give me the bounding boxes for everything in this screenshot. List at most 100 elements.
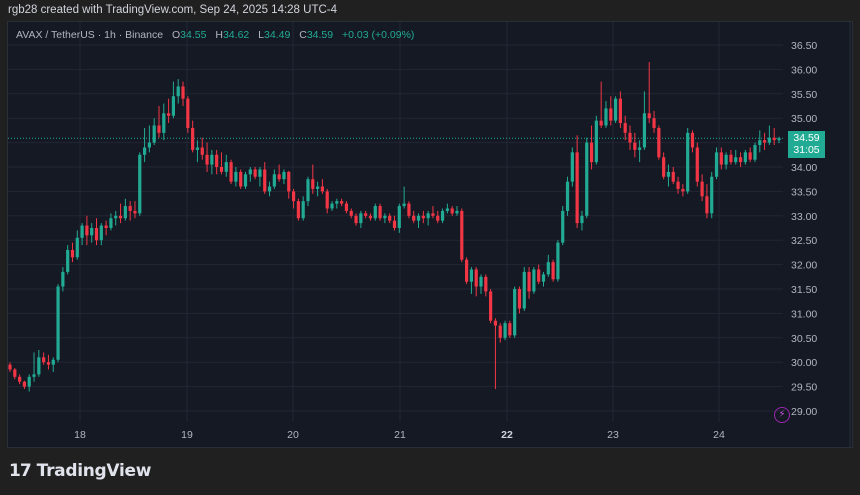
candle-body bbox=[527, 271, 531, 292]
close-label: C bbox=[299, 29, 307, 41]
candle-body bbox=[291, 191, 296, 202]
price-axis-label: 29.50 bbox=[791, 382, 817, 394]
candle-body bbox=[349, 210, 353, 216]
candle-body bbox=[340, 201, 344, 204]
candle-body bbox=[37, 357, 41, 375]
open-value: 34.55 bbox=[180, 29, 207, 41]
candle-body bbox=[104, 225, 108, 228]
high-label: H bbox=[215, 29, 223, 41]
price-axis-label: 35.50 bbox=[791, 89, 817, 101]
chart-panel[interactable]: AVAX / TetherUS · 1h · Binance O34.55 H3… bbox=[7, 21, 853, 448]
candle-body bbox=[243, 174, 248, 187]
candle-body bbox=[123, 206, 127, 219]
candle-body bbox=[671, 171, 675, 182]
candle-body bbox=[109, 218, 113, 228]
candle-body bbox=[306, 179, 310, 202]
candle-body bbox=[695, 147, 699, 182]
open-label: O bbox=[172, 29, 181, 41]
price-axis-label: 32.00 bbox=[791, 260, 817, 272]
candle-body bbox=[633, 142, 637, 150]
candle-body bbox=[551, 262, 555, 280]
candle-body bbox=[532, 269, 536, 292]
candle-body bbox=[90, 228, 94, 236]
candle-body bbox=[330, 203, 334, 209]
candle-body bbox=[498, 325, 502, 338]
last-price-tag: 34.59 31:05 bbox=[788, 131, 825, 158]
candle-body bbox=[657, 127, 661, 158]
candle-body bbox=[66, 249, 70, 272]
candle-body bbox=[556, 242, 560, 280]
candle-body bbox=[253, 169, 257, 177]
candle-body bbox=[186, 98, 190, 128]
tv-logo-mark-icon: 17 bbox=[9, 461, 32, 481]
candle-body bbox=[445, 208, 449, 211]
candle-body bbox=[359, 213, 363, 224]
candle-body bbox=[51, 359, 55, 365]
candle-body bbox=[118, 215, 123, 219]
brand-name: TradingView bbox=[36, 461, 152, 481]
candle-body bbox=[167, 113, 171, 116]
price-axis-label: 30.00 bbox=[791, 357, 817, 369]
candle-body bbox=[613, 98, 618, 121]
price-axis-label: 33.00 bbox=[791, 211, 817, 223]
candle-body bbox=[320, 186, 325, 192]
candle-body bbox=[686, 132, 690, 192]
candle-body bbox=[27, 376, 31, 387]
candlestick-plot[interactable]: 36.5036.0035.5035.0034.5034.0033.5033.00… bbox=[8, 22, 853, 448]
price-axis-label: 36.50 bbox=[791, 40, 817, 52]
low-label: L bbox=[258, 29, 265, 41]
candle-body bbox=[133, 210, 137, 214]
candle-body bbox=[22, 381, 27, 387]
candle-body bbox=[46, 362, 51, 365]
candle-body bbox=[354, 215, 358, 224]
candle-body bbox=[537, 269, 541, 282]
candle-body bbox=[407, 203, 411, 216]
candle-body bbox=[546, 262, 550, 275]
candle-body bbox=[729, 154, 733, 163]
candle-body bbox=[239, 171, 243, 187]
alert-lightning-icon[interactable]: ⚡ bbox=[774, 407, 790, 423]
candle-body bbox=[762, 140, 767, 143]
candle-body bbox=[311, 179, 315, 189]
candle-body bbox=[142, 147, 147, 155]
candle-body bbox=[18, 376, 22, 382]
candle-body bbox=[224, 162, 228, 172]
price-axis-label: 34.00 bbox=[791, 162, 817, 174]
price-axis-label: 32.50 bbox=[791, 235, 817, 247]
candle-body bbox=[219, 167, 224, 172]
candle-body bbox=[42, 357, 46, 363]
price-axis-label: 30.50 bbox=[791, 333, 817, 345]
candle-body bbox=[561, 210, 565, 243]
candle-body bbox=[8, 364, 12, 370]
candle-body bbox=[565, 181, 570, 211]
candle-body bbox=[296, 201, 300, 219]
candle-body bbox=[80, 225, 84, 238]
candle-body bbox=[585, 142, 589, 216]
candle-body bbox=[128, 206, 132, 211]
time-axis-label: 18 bbox=[74, 429, 86, 441]
candle-body bbox=[426, 213, 430, 219]
bar-countdown: 31:05 bbox=[793, 144, 820, 156]
candle-body bbox=[75, 237, 79, 258]
time-axis-label: 23 bbox=[607, 429, 619, 441]
tradingview-logo: 17 TradingView bbox=[9, 461, 151, 481]
candle-body bbox=[642, 113, 647, 148]
candle-body bbox=[416, 215, 421, 221]
candle-body bbox=[690, 132, 695, 148]
candle-body bbox=[599, 120, 603, 126]
candle-body bbox=[215, 154, 219, 167]
candle-body bbox=[508, 323, 512, 336]
candle-body bbox=[618, 98, 622, 124]
candle-body bbox=[513, 289, 517, 336]
candle-body bbox=[580, 215, 584, 224]
candle-body bbox=[402, 203, 406, 207]
candle-body bbox=[541, 274, 546, 282]
candle-body bbox=[263, 169, 267, 192]
close-value: 34.59 bbox=[306, 29, 334, 41]
candle-body bbox=[484, 276, 488, 292]
time-axis-label: 24 bbox=[713, 429, 725, 441]
candle-body bbox=[210, 154, 214, 165]
candle-body bbox=[94, 228, 99, 241]
candle-body bbox=[594, 120, 598, 163]
candle-body bbox=[397, 206, 401, 228]
